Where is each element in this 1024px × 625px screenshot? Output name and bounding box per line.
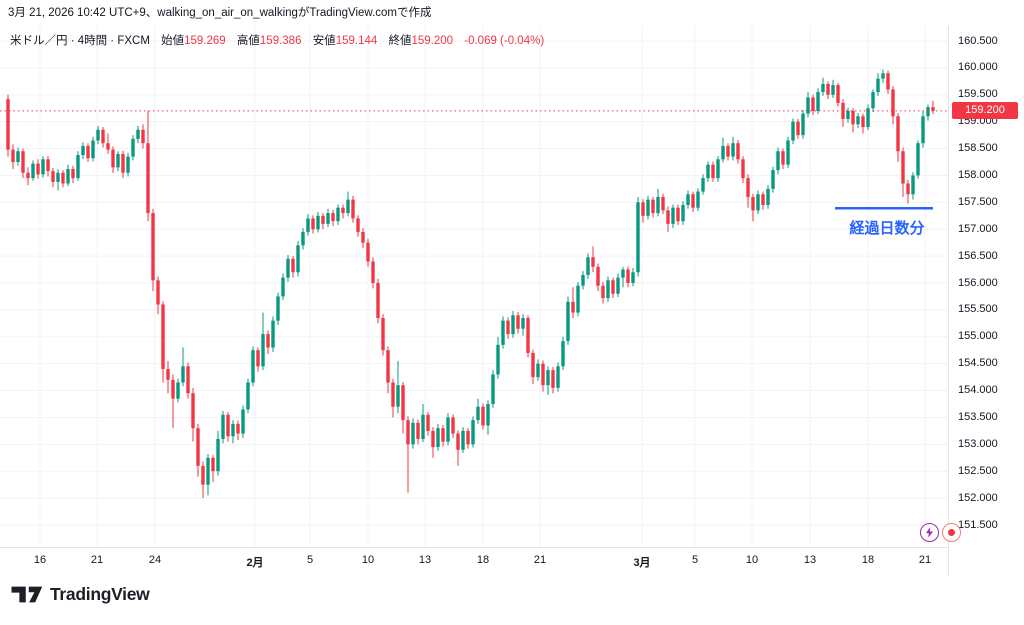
symbol-legend[interactable]: 米ドル／円 · 4時間 · FXCM 始値159.269 高値159.386 安… <box>10 32 544 48</box>
price-tick-label: 158.000 <box>958 168 998 181</box>
record-dot-glyph <box>948 529 955 536</box>
price-tick-label: 160.000 <box>958 61 998 74</box>
time-tick-label: 24 <box>148 554 162 566</box>
tradingview-logo[interactable]: TradingView <box>10 584 150 605</box>
time-tick-label: 10 <box>745 554 759 566</box>
time-tick-label: 10 <box>361 554 375 566</box>
high-label: 高値 <box>236 35 260 47</box>
time-tick-label: 13 <box>418 554 432 566</box>
candlestick-chart[interactable]: 経過日数分 <box>0 26 948 547</box>
open-label: 始値 <box>161 35 185 47</box>
price-tick-label: 155.000 <box>958 330 998 343</box>
chart-pane[interactable]: 経過日数分 米ドル／円 · 4時間 · FXCM 始値159.269 高値159… <box>0 26 948 547</box>
time-tick-label: 13 <box>803 554 817 566</box>
time-tick-label: 2月 <box>246 557 264 569</box>
candles <box>6 69 935 499</box>
price-tick-label: 159.500 <box>958 88 998 101</box>
last-price-badge: 159.200 <box>952 102 1018 120</box>
time-tick-label: 3月 <box>633 557 651 569</box>
price-scale[interactable]: 159.200 160.500 160.000 159.500 159.000 158.… <box>948 26 1024 575</box>
time-scale[interactable]: 16 21 24 2月 5 10 13 18 21 3月 5 10 13 18 21 <box>0 547 1024 577</box>
price-tick-label: 157.500 <box>958 195 998 208</box>
record-icon[interactable] <box>942 523 961 542</box>
price-tick-label: 157.000 <box>958 222 998 235</box>
time-tick-label: 16 <box>33 554 47 566</box>
chart-quick-actions <box>920 523 961 542</box>
time-tick-label: 21 <box>918 554 932 566</box>
price-tick-label: 151.500 <box>958 518 998 531</box>
low-label: 安値 <box>312 35 336 47</box>
time-tick-label: 5 <box>306 554 314 566</box>
close-label: 終値 <box>388 35 412 47</box>
change-value: -0.069 (-0.04%) <box>464 35 545 47</box>
price-tick-label: 158.500 <box>958 142 998 155</box>
creation-attribution-text: 3月 21, 2026 10:42 UTC+9、walking_on_air_o… <box>0 0 1024 26</box>
time-tick-label: 18 <box>861 554 875 566</box>
close-value: 159.200 <box>411 35 454 47</box>
price-tick-label: 154.000 <box>958 384 998 397</box>
tradingview-logo-text: TradingView <box>50 584 150 604</box>
price-tick-label: 156.000 <box>958 276 998 289</box>
time-tick-label: 5 <box>691 554 699 566</box>
time-tick-label: 21 <box>533 554 547 566</box>
grid-lines <box>0 26 948 547</box>
price-tick-label: 156.500 <box>958 249 998 262</box>
price-tick-label: 153.000 <box>958 437 998 450</box>
high-value: 159.386 <box>259 35 302 47</box>
footer-bar: TradingView <box>0 575 1024 625</box>
price-tick-label: 154.500 <box>958 357 998 370</box>
legend-symbol-title: 米ドル／円 · 4時間 · FXCM <box>10 35 150 47</box>
price-tick-label: 152.000 <box>958 491 998 504</box>
price-tick-label: 155.500 <box>958 303 998 316</box>
flash-icon[interactable] <box>920 523 939 542</box>
time-tick-label: 18 <box>476 554 490 566</box>
lightning-bolt-glyph <box>925 527 934 538</box>
price-tick-label: 160.500 <box>958 34 998 47</box>
open-value: 159.269 <box>184 35 226 47</box>
time-tick-label: 21 <box>90 554 104 566</box>
annotation-label[interactable]: 経過日数分 <box>849 219 924 237</box>
price-tick-label: 152.500 <box>958 464 998 477</box>
price-tick-label: 153.500 <box>958 410 998 423</box>
trend-annotation[interactable]: 経過日数分 <box>835 206 933 237</box>
tradingview-logo-mark <box>11 586 43 603</box>
low-value: 159.144 <box>335 35 378 47</box>
